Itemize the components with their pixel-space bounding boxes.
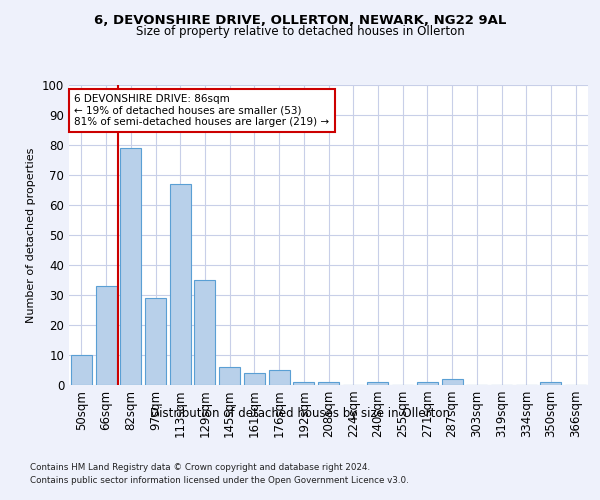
Bar: [219, 367, 240, 385]
Bar: [170, 184, 191, 385]
Bar: [293, 382, 314, 385]
Bar: [145, 298, 166, 385]
Bar: [71, 355, 92, 385]
Text: 6 DEVONSHIRE DRIVE: 86sqm
← 19% of detached houses are smaller (53)
81% of semi-: 6 DEVONSHIRE DRIVE: 86sqm ← 19% of detac…: [74, 94, 329, 127]
Bar: [244, 373, 265, 385]
Bar: [367, 382, 388, 385]
Bar: [417, 382, 438, 385]
Text: Contains HM Land Registry data © Crown copyright and database right 2024.: Contains HM Land Registry data © Crown c…: [30, 462, 370, 471]
Bar: [95, 286, 116, 385]
Bar: [541, 382, 562, 385]
Bar: [442, 379, 463, 385]
Bar: [194, 280, 215, 385]
Text: 6, DEVONSHIRE DRIVE, OLLERTON, NEWARK, NG22 9AL: 6, DEVONSHIRE DRIVE, OLLERTON, NEWARK, N…: [94, 14, 506, 27]
Text: Contains public sector information licensed under the Open Government Licence v3: Contains public sector information licen…: [30, 476, 409, 485]
Text: Size of property relative to detached houses in Ollerton: Size of property relative to detached ho…: [136, 25, 464, 38]
Bar: [318, 382, 339, 385]
Bar: [269, 370, 290, 385]
Text: Distribution of detached houses by size in Ollerton: Distribution of detached houses by size …: [150, 408, 450, 420]
Y-axis label: Number of detached properties: Number of detached properties: [26, 148, 37, 322]
Bar: [120, 148, 141, 385]
